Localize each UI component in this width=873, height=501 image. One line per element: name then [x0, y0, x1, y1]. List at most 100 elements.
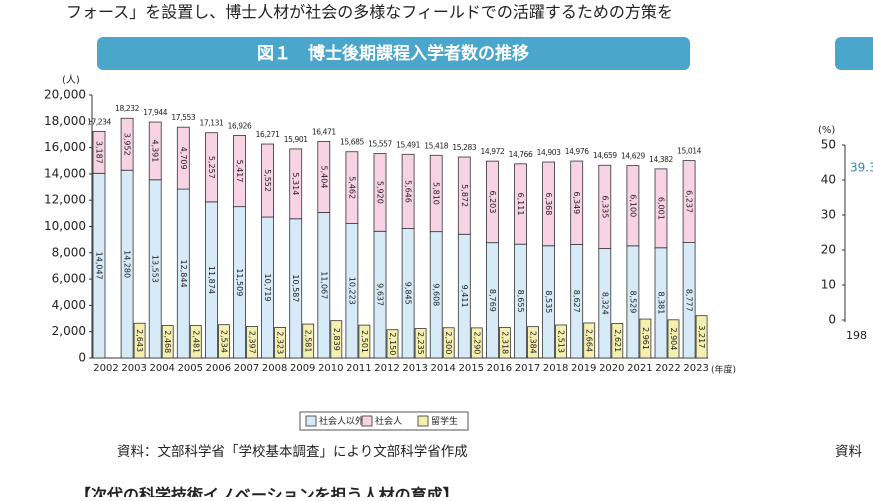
- y-tick-label: 2,000: [52, 324, 86, 338]
- value-label: 6,203: [488, 190, 497, 213]
- value-label: 2,961: [641, 327, 650, 350]
- value-label: 2,150: [388, 332, 397, 355]
- value-label: 14,047: [95, 252, 104, 280]
- legend-label: 社会人: [375, 415, 402, 427]
- y-tick-label: 10,000: [44, 219, 86, 233]
- legend-swatch: [417, 415, 429, 427]
- value-label: 8,529: [628, 290, 637, 313]
- x-tick-label: 2008: [262, 363, 287, 374]
- bar-segment: [233, 135, 246, 208]
- value-label: 11,509: [235, 268, 244, 296]
- right-y-tick-label: 0: [828, 313, 836, 327]
- total-label: 14,903: [537, 148, 561, 157]
- bar-segment: [289, 148, 303, 220]
- bar: [302, 323, 315, 359]
- value-label: 3,952: [123, 133, 132, 156]
- next-heading: 【次代の科学技術イノベーションを担う人材の育成】: [75, 486, 459, 498]
- value-label: 2,643: [135, 329, 144, 352]
- value-label: 2,323: [276, 331, 285, 354]
- value-label: 2,397: [248, 331, 257, 354]
- y-tick-label: 6,000: [52, 272, 86, 286]
- total-label: 15,685: [340, 138, 364, 147]
- value-label: 11,874: [207, 266, 216, 294]
- bar: [639, 318, 652, 359]
- value-label: 6,335: [600, 195, 609, 218]
- total-label: 14,659: [593, 151, 617, 160]
- bar-segment: [514, 163, 527, 245]
- value-label: 9,608: [432, 283, 441, 306]
- intro-text: フォース」を設置し、博士人材が社会の多様なフィールドでの活躍するための方策を: [66, 3, 673, 22]
- x-tick-label: 2012: [374, 363, 399, 374]
- x-tick-label: 2011: [346, 363, 371, 374]
- value-label: 14,280: [123, 250, 132, 278]
- value-label: 5,552: [263, 169, 272, 192]
- value-label: 6,100: [628, 194, 637, 217]
- bar-segment: [626, 165, 640, 247]
- legend-swatch: [361, 415, 373, 427]
- total-label: 14,382: [649, 155, 673, 164]
- bar: [498, 327, 511, 359]
- value-label: 2,904: [669, 327, 678, 350]
- x-tick-label: 2007: [234, 363, 259, 374]
- x-tick-label: 2002: [93, 363, 118, 374]
- bar-segment: [176, 126, 190, 190]
- value-label: 2,235: [416, 332, 425, 355]
- total-label: 16,471: [312, 127, 336, 136]
- bar-segment: [457, 156, 471, 235]
- y-tick-label: 4,000: [52, 298, 86, 312]
- total-label: 17,944: [143, 108, 167, 117]
- value-label: 10,223: [347, 277, 356, 305]
- bar-segment: [682, 160, 696, 243]
- total-label: 17,131: [199, 119, 223, 128]
- bar: [611, 323, 624, 359]
- right-y-tick-label: 20: [821, 243, 836, 257]
- legend-label: 社会人以外: [319, 415, 364, 427]
- bar-segment: [317, 141, 331, 213]
- title-banner: [97, 37, 690, 70]
- x-tick-label: 2019: [571, 363, 596, 374]
- value-label: 5,462: [347, 176, 356, 199]
- value-label: 6,001: [657, 197, 666, 220]
- value-label: 10,587: [291, 274, 300, 302]
- bar: [246, 326, 258, 359]
- bar: [527, 326, 539, 359]
- value-label: 5,417: [235, 160, 244, 183]
- x-tick-label: 2006: [206, 363, 231, 374]
- total-label: 17,553: [171, 113, 195, 122]
- value-label: 10,719: [263, 274, 272, 302]
- value-label: 8,627: [572, 290, 581, 313]
- bar-segment: [345, 151, 359, 224]
- value-label: 8,769: [488, 289, 497, 312]
- x-tick-label: 2013: [402, 363, 427, 374]
- bar-segment: [485, 160, 499, 244]
- right-source: 資料: [835, 444, 863, 460]
- right-y-tick-label: 40: [821, 173, 836, 187]
- total-label: 15,014: [677, 147, 701, 156]
- y-tick-label: 20,000: [44, 88, 86, 102]
- bar-segment: [120, 117, 134, 171]
- value-label: 5,920: [376, 181, 385, 204]
- value-label: 2,318: [500, 331, 509, 354]
- value-label: 6,237: [685, 190, 694, 213]
- total-label: 15,901: [284, 135, 308, 144]
- value-label: 5,404: [319, 165, 328, 188]
- total-label: 18,232: [115, 104, 139, 113]
- y-tick-label: 16,000: [44, 140, 86, 154]
- x-tick-label: 2015: [459, 363, 484, 374]
- value-label: 3,187: [95, 141, 104, 164]
- total-label: 14,976: [565, 147, 589, 156]
- bar-segment: [654, 168, 668, 249]
- right-x-label: 198: [846, 329, 867, 342]
- total-label: 14,766: [509, 150, 533, 159]
- value-label: 2,468: [163, 330, 172, 353]
- bar: [414, 328, 427, 359]
- total-label: 15,557: [368, 139, 392, 148]
- value-label: 5,257: [207, 156, 216, 179]
- value-label: 5,810: [432, 182, 441, 205]
- x-tick-label: 2010: [318, 363, 343, 374]
- y-tick-label: 12,000: [44, 193, 86, 207]
- y-tick-label: 18,000: [44, 114, 86, 128]
- value-label: 8,324: [600, 292, 609, 315]
- bar: [470, 327, 483, 359]
